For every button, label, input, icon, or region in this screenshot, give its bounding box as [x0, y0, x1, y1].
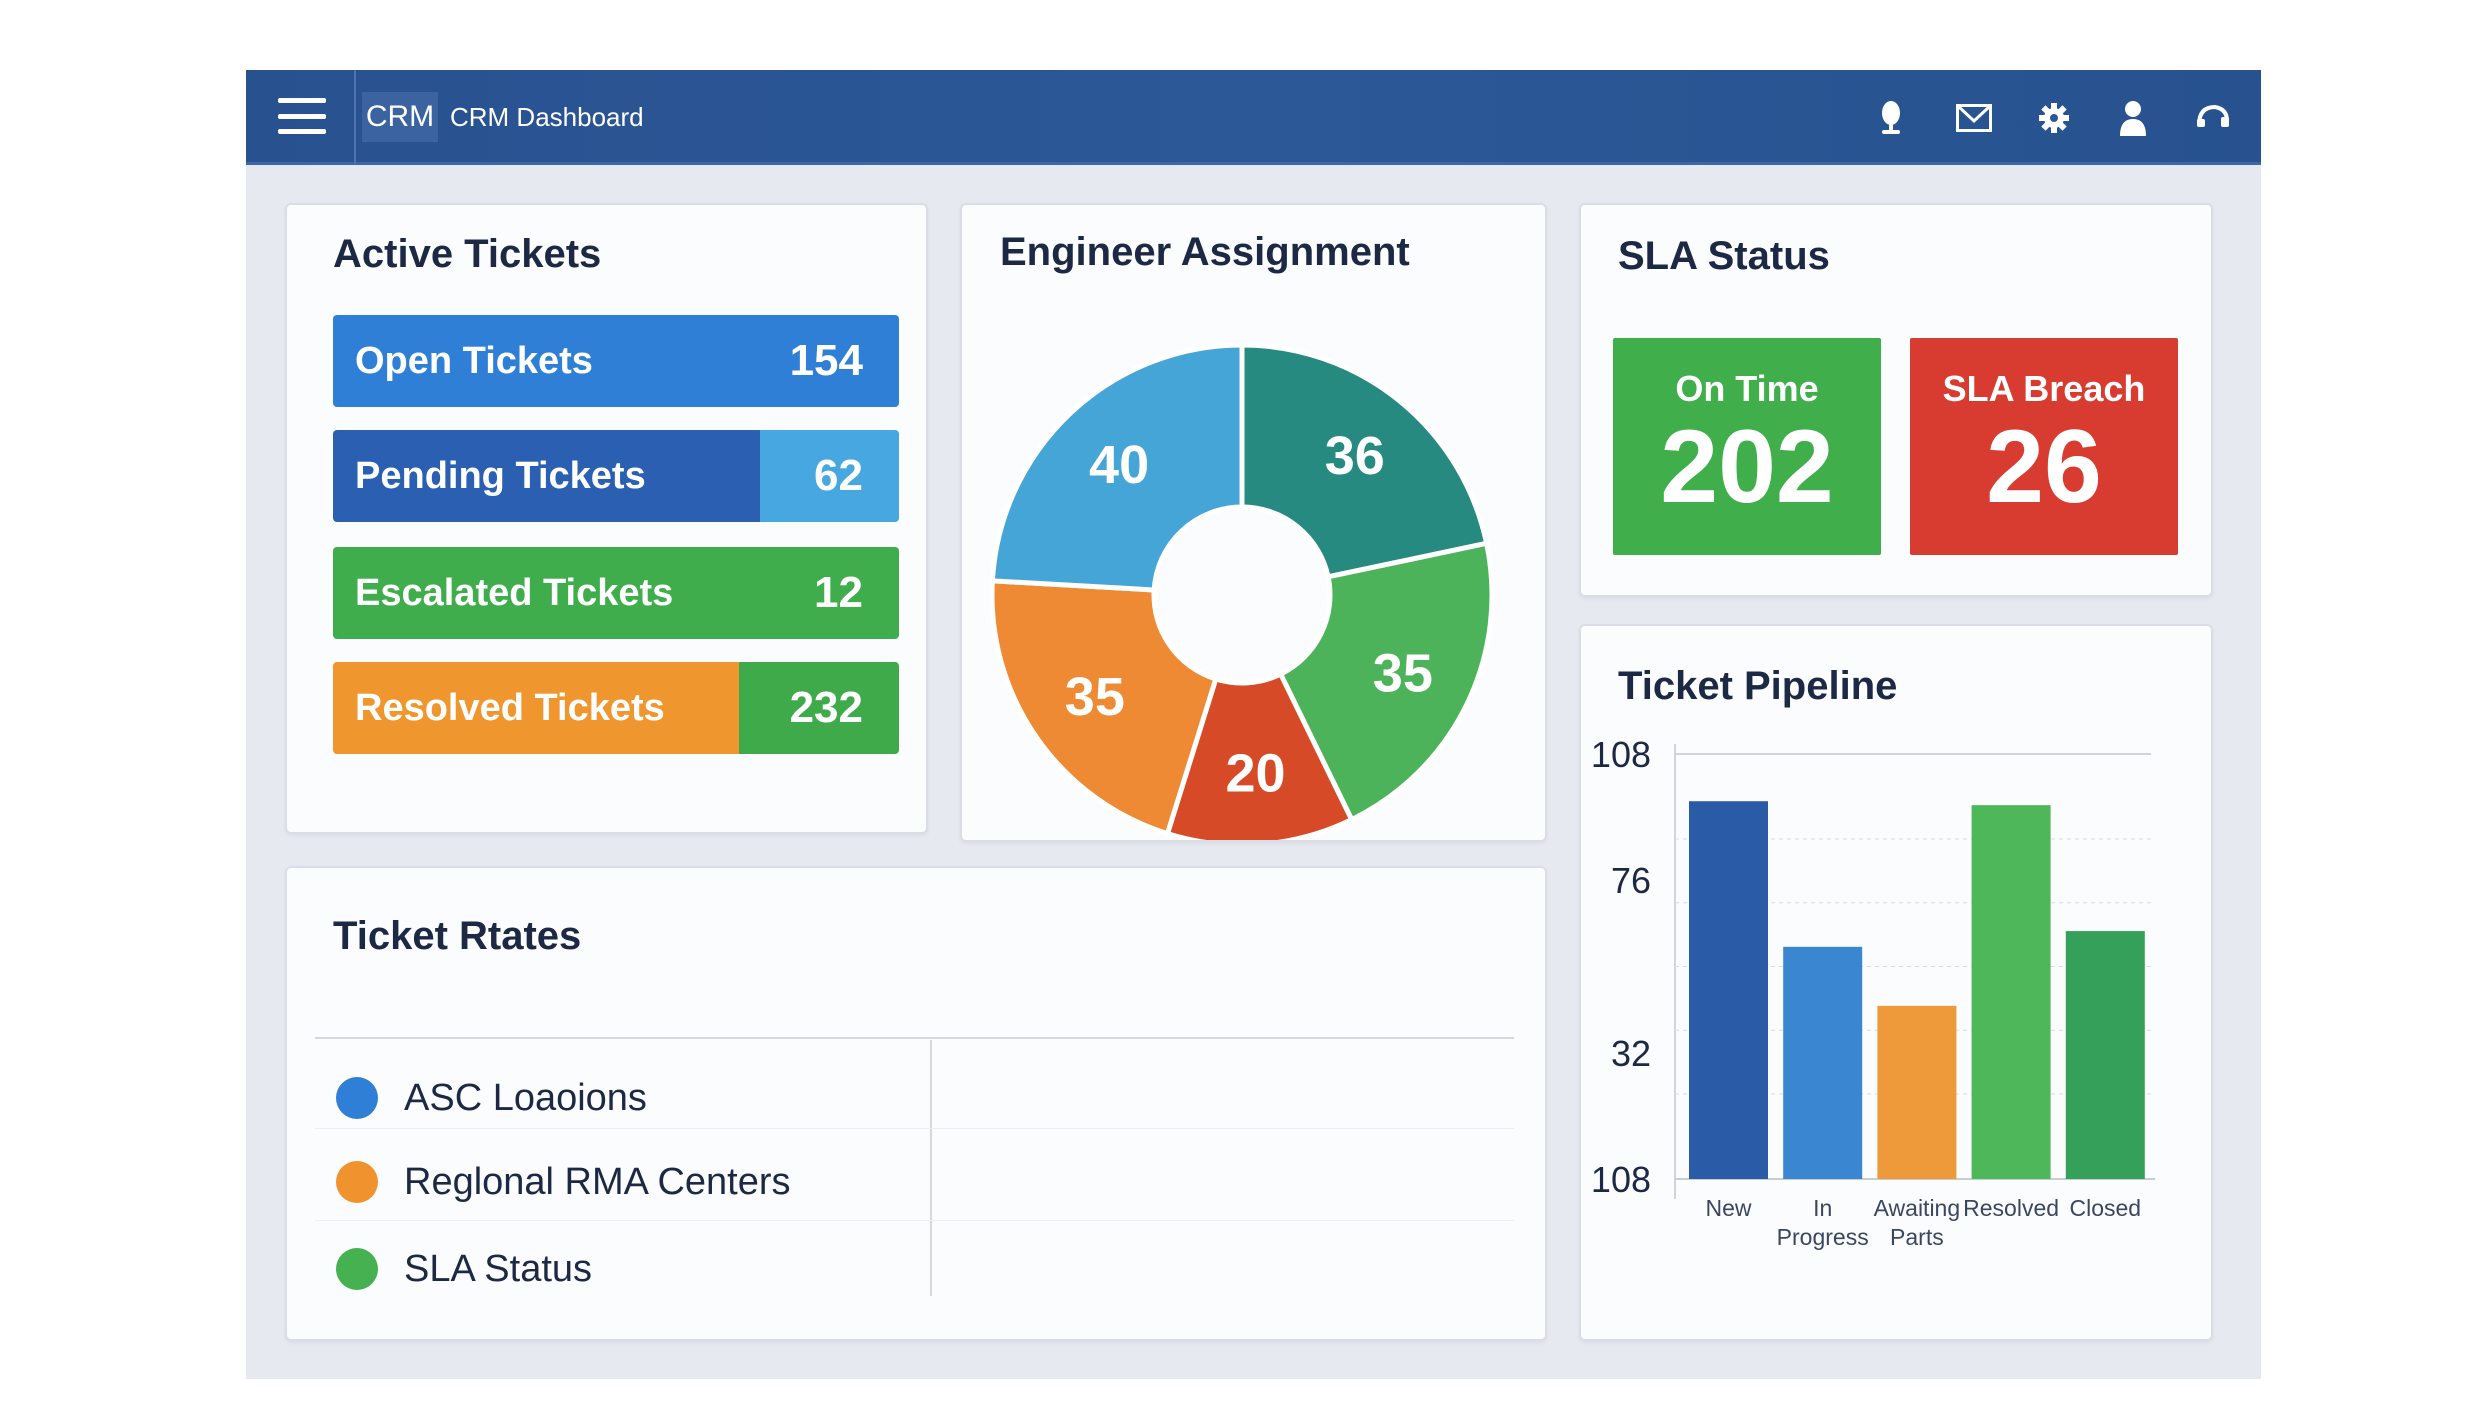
engineer-donut-chart: 36 35 20 35 40 — [989, 342, 1495, 840]
menu-icon-bar — [278, 113, 326, 119]
x-tick-label: In — [1813, 1195, 1832, 1221]
slice-label: 20 — [1225, 743, 1285, 803]
ticket-label: Resolved Tickets — [333, 662, 739, 754]
gear-icon — [2039, 103, 2069, 133]
sla-breach-label: SLA Breach — [1942, 368, 2146, 409]
divider — [315, 1128, 1514, 1129]
ticket-count: 62 — [760, 430, 899, 522]
headset-icon — [2197, 104, 2229, 127]
profile-button[interactable] — [2111, 96, 2155, 140]
legend-dot — [336, 1161, 378, 1203]
donut-slice[interactable] — [1239, 342, 1490, 580]
escalated-tickets-row[interactable]: Escalated Tickets 12 — [333, 547, 899, 639]
sla-breach-count: 26 — [1986, 409, 2102, 525]
mail-button[interactable] — [1952, 96, 1996, 140]
on-time-label: On Time — [1675, 368, 1819, 409]
legend-label: ASC Loaoions — [404, 1076, 647, 1119]
divider — [315, 1037, 1514, 1039]
sla-breach-tile[interactable]: SLA Breach 26 — [1910, 338, 2178, 555]
ticket-rates-title: Ticket Rtates — [333, 914, 582, 958]
bar[interactable] — [1783, 946, 1863, 1179]
logo[interactable]: CRM — [362, 92, 438, 142]
engineer-assignment-title: Engineer Assignment — [1000, 230, 1410, 274]
mail-icon — [1956, 104, 1992, 132]
app-title: CRM Dashboard — [450, 102, 644, 132]
donut-slice[interactable] — [989, 578, 1219, 837]
ticket-label: Escalated Tickets — [333, 547, 759, 639]
x-tick-label: Parts — [1890, 1224, 1944, 1250]
active-tickets-title: Active Tickets — [333, 232, 602, 276]
divider — [930, 1040, 932, 1296]
bar[interactable] — [1877, 1005, 1957, 1179]
slice-label: 36 — [1325, 426, 1385, 486]
x-tick-label: Progress — [1777, 1224, 1869, 1250]
donut-slice[interactable] — [1277, 540, 1495, 823]
settings-button[interactable] — [2032, 96, 2076, 140]
menu-button[interactable] — [278, 98, 326, 134]
legend-item[interactable]: SLA Status — [336, 1239, 592, 1299]
ticket-pipeline-title: Ticket Pipeline — [1618, 664, 1898, 708]
slice-label: 35 — [1373, 644, 1433, 704]
menu-icon — [278, 98, 326, 103]
bar[interactable] — [1971, 805, 2051, 1179]
divider — [315, 1220, 1514, 1221]
support-button[interactable] — [2191, 96, 2235, 140]
x-tick-label: New — [1705, 1195, 1751, 1221]
header-divider — [354, 70, 356, 165]
on-time-count: 202 — [1660, 409, 1834, 525]
ticket-label: Open Tickets — [333, 315, 759, 407]
y-tick-label: 108 — [1591, 1159, 1651, 1200]
legend-item[interactable]: Reglonal RMA Centers — [336, 1152, 791, 1212]
x-tick-label: Awaiting — [1874, 1195, 1961, 1221]
legend-label: SLA Status — [404, 1247, 593, 1290]
legend-label: Reglonal RMA Centers — [404, 1160, 791, 1203]
top-nav-bar — [246, 70, 2261, 165]
bar[interactable] — [1689, 801, 1768, 1179]
pending-tickets-row[interactable]: Pending Tickets 62 — [333, 430, 899, 522]
legend-item[interactable]: ASC Loaoions — [336, 1068, 647, 1128]
bar[interactable] — [2065, 931, 2145, 1179]
legend-dot — [336, 1248, 378, 1290]
ticket-rates-card — [285, 866, 1547, 1341]
y-tick-label: 32 — [1611, 1033, 1651, 1074]
slice-label: 40 — [1089, 435, 1149, 495]
on-time-tile[interactable]: On Time 202 — [1613, 338, 1881, 555]
x-tick-label: Closed — [2069, 1195, 2141, 1221]
ticket-count: 12 — [759, 547, 899, 639]
notification-icon — [1882, 101, 1900, 134]
ticket-count: 232 — [739, 662, 899, 754]
legend-dot — [336, 1077, 378, 1119]
ticket-count: 154 — [759, 315, 899, 407]
ticket-label: Pending Tickets — [333, 430, 760, 522]
open-tickets-row[interactable]: Open Tickets 154 — [333, 315, 899, 407]
slice-label: 35 — [1065, 667, 1125, 727]
notification-button[interactable] — [1869, 96, 1913, 140]
resolved-tickets-row[interactable]: Resolved Tickets 232 — [333, 662, 899, 754]
donut-slice[interactable] — [989, 342, 1245, 593]
sla-status-title: SLA Status — [1618, 234, 1830, 278]
donut-slice[interactable] — [1164, 670, 1356, 840]
y-tick-label: 76 — [1611, 860, 1651, 901]
x-tick-label: Resolved — [1963, 1195, 2059, 1221]
menu-icon-bar — [278, 129, 326, 134]
user-icon — [2120, 101, 2146, 136]
y-tick-label: 108 — [1591, 734, 1651, 775]
